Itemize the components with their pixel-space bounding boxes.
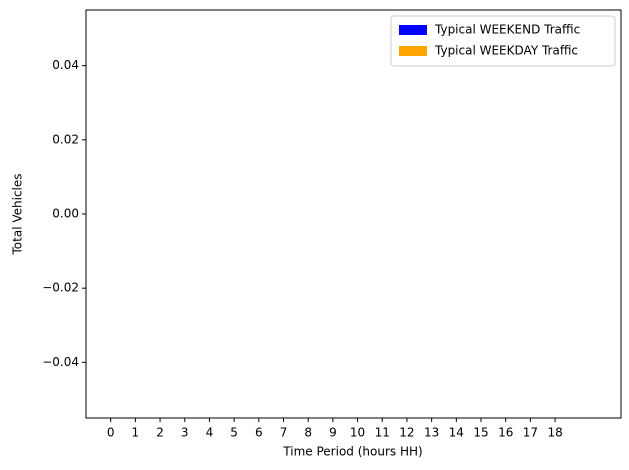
x-tick-label: 5 xyxy=(230,426,238,440)
x-tick-label: 2 xyxy=(156,426,164,440)
x-tick-label: 14 xyxy=(449,426,464,440)
x-tick-label: 6 xyxy=(255,426,263,440)
x-tick-label: 18 xyxy=(547,426,562,440)
x-tick-label: 10 xyxy=(350,426,365,440)
y-tick-label: 0.04 xyxy=(52,58,79,72)
x-tick-label: 0 xyxy=(107,426,115,440)
x-tick-label: 17 xyxy=(523,426,538,440)
y-tick-label: −0.02 xyxy=(42,281,79,295)
plot-frame xyxy=(85,9,622,419)
x-tick-label: 9 xyxy=(329,426,337,440)
x-tick-label: 12 xyxy=(399,426,414,440)
legend-label: Typical WEEKEND Traffic xyxy=(434,23,580,37)
legend-box xyxy=(390,15,616,67)
x-tick-label: 15 xyxy=(473,426,488,440)
legend-swatch xyxy=(399,25,427,35)
x-tick-label: 7 xyxy=(280,426,288,440)
legend-swatch xyxy=(399,46,427,56)
x-tick-label: 13 xyxy=(424,426,439,440)
y-tick-label: 0.00 xyxy=(52,207,79,221)
x-tick-label: 1 xyxy=(132,426,140,440)
y-axis-label: Total Vehicles xyxy=(11,173,25,255)
x-tick-label: 3 xyxy=(181,426,189,440)
y-tick-label: −0.04 xyxy=(42,355,79,369)
legend-label: Typical WEEKDAY Traffic xyxy=(434,44,578,58)
x-tick-label: 4 xyxy=(206,426,214,440)
x-tick-label: 11 xyxy=(375,426,390,440)
x-tick-label: 16 xyxy=(498,426,513,440)
x-tick-label: 8 xyxy=(304,426,312,440)
x-axis-label: Time Period (hours HH) xyxy=(282,445,422,459)
y-tick-label: 0.02 xyxy=(52,132,79,146)
